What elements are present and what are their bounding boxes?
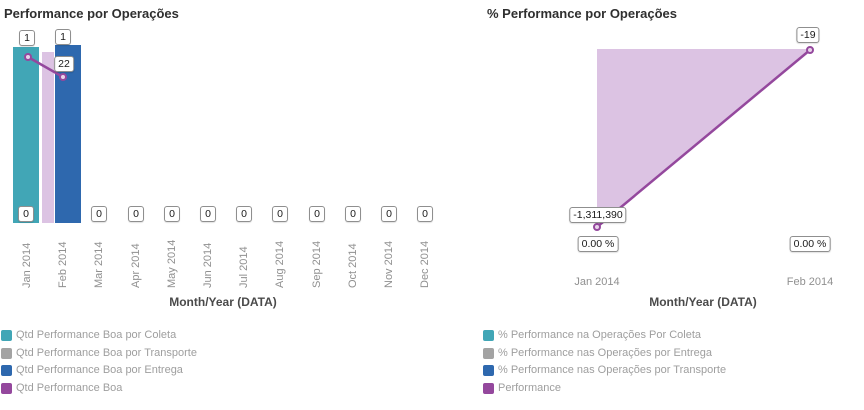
datalabel-zero-jul: 0 — [236, 206, 252, 222]
xtick-sep: Sep 2014 — [311, 240, 323, 288]
xtick-feb: Feb 2014 — [57, 241, 69, 288]
legend-label: % Performance nas Operações por Entrega — [498, 346, 713, 359]
legend-item-pct-entrega[interactable]: % Performance nas Operações por Entrega — [483, 346, 726, 360]
legend-swatch-pct-coleta — [483, 330, 494, 342]
legend-label: Qtd Performance Boa por Transporte — [16, 346, 197, 359]
legend-item-transporte[interactable]: Qtd Performance Boa por Transporte — [1, 346, 197, 360]
legend-item-pct-coleta[interactable]: % Performance na Operações Por Coleta — [483, 330, 726, 342]
left-legend: Qtd Performance Boa por Coleta Qtd Perfo… — [1, 330, 197, 394]
xtick-oct: Oct 2014 — [347, 243, 359, 288]
legend-swatch-performance — [483, 382, 494, 394]
xtick-mar: Mar 2014 — [93, 241, 105, 288]
marker-performance-jan[interactable] — [593, 223, 601, 231]
xtick-jul: Jul 2014 — [238, 246, 250, 288]
datalabel-feb-performance: -19 — [796, 27, 820, 43]
datalabel-jan-bar: 1 — [19, 30, 35, 46]
legend-label: Qtd Performance Boa por Coleta — [16, 329, 177, 342]
legend-label: Performance — [498, 381, 561, 394]
datalabel-feb-pct: 0.00 % — [789, 236, 831, 252]
xtick-jun: Jun 2014 — [202, 242, 214, 288]
datalabel-zero-jun: 0 — [200, 206, 216, 222]
datalabel-zero-aug: 0 — [272, 206, 288, 222]
legend-label: Qtd Performance Boa — [16, 381, 123, 394]
left-chart-title: Performance por Operações — [4, 6, 179, 21]
right-xaxis-title: Month/Year (DATA) — [649, 295, 757, 309]
legend-swatch-entrega — [1, 365, 12, 377]
datalabel-zero-sep: 0 — [309, 206, 325, 222]
right-xtick-feb: Feb 2014 — [786, 276, 834, 288]
legend-swatch-boa — [1, 382, 12, 394]
legend-swatch-pct-entrega — [483, 347, 494, 359]
xtick-jan: Jan 2014 — [21, 242, 33, 288]
datalabel-zero-oct: 0 — [345, 206, 361, 222]
datalabel-zero-jan: 0 — [18, 206, 34, 222]
legend-item-pct-transporte[interactable]: % Performance nas Operações por Transpor… — [483, 365, 726, 377]
datalabel-feb-line: 22 — [54, 56, 74, 72]
legend-swatch-coleta — [1, 330, 12, 342]
legend-label: % Performance na Operações Por Coleta — [498, 329, 701, 342]
marker-boa-jan[interactable] — [24, 53, 32, 61]
right-xtick-jan: Jan 2014 — [574, 276, 620, 288]
legend-item-boa[interactable]: Qtd Performance Boa — [1, 381, 197, 395]
xtick-aug: Aug 2014 — [274, 240, 286, 288]
xtick-dec: Dec 2014 — [419, 240, 431, 288]
datalabel-zero-may: 0 — [164, 206, 180, 222]
legend-swatch-pct-transporte — [483, 365, 494, 377]
xtick-nov: Nov 2014 — [383, 240, 395, 288]
datalabel-feb-bar: 1 — [55, 29, 71, 45]
left-xaxis-title: Month/Year (DATA) — [169, 295, 277, 309]
right-legend: % Performance na Operações Por Coleta % … — [483, 330, 726, 394]
marker-performance-feb[interactable] — [806, 46, 814, 54]
line-qtd-performance-boa[interactable] — [27, 55, 64, 79]
line-performance[interactable] — [596, 49, 811, 228]
bar-coleta-jan[interactable] — [13, 47, 39, 223]
datalabel-jan-performance: -1,311,390 — [569, 207, 627, 223]
datalabel-zero-nov: 0 — [381, 206, 397, 222]
xtick-may: May 2014 — [166, 239, 178, 288]
marker-boa-feb[interactable] — [59, 73, 67, 81]
datalabel-jan-pct: 0.00 % — [577, 236, 619, 252]
datalabel-zero-apr: 0 — [128, 206, 144, 222]
bar-performance-boa[interactable] — [42, 52, 54, 223]
legend-label: Qtd Performance Boa por Entrega — [16, 364, 183, 377]
legend-item-coleta[interactable]: Qtd Performance Boa por Coleta — [1, 330, 197, 342]
xtick-apr: Apr 2014 — [130, 243, 142, 288]
legend-item-performance[interactable]: Performance — [483, 381, 726, 395]
legend-item-entrega[interactable]: Qtd Performance Boa por Entrega — [1, 365, 197, 377]
legend-label: % Performance nas Operações por Transpor… — [498, 364, 727, 377]
right-chart-title: % Performance por Operações — [487, 6, 678, 21]
datalabel-zero-mar: 0 — [91, 206, 107, 222]
legend-swatch-transporte — [1, 347, 12, 359]
datalabel-zero-dec: 0 — [417, 206, 433, 222]
